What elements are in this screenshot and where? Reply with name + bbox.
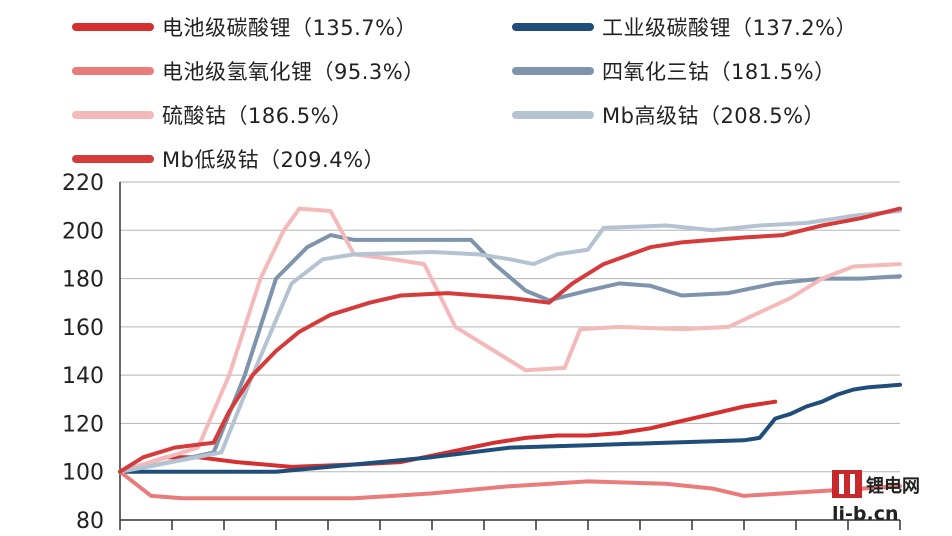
legend-swatch [512, 111, 594, 119]
legend-swatch [72, 67, 154, 75]
series-line-4 [118, 206, 902, 474]
legend-label: 电池级氢氧化锂（95.3%） [162, 60, 425, 84]
legend-label: 硫酸钴（186.5%） [162, 104, 353, 128]
legend-swatch [512, 23, 594, 31]
series-line-1 [118, 382, 902, 474]
legend-label: 工业级碳酸锂（137.2%） [602, 16, 858, 40]
y-tick-label: 80 [76, 509, 104, 534]
series-line-6 [118, 206, 902, 474]
legend-item: Mb高级钴（208.5%） [512, 100, 825, 130]
legend-label: Mb低级钴（209.4%） [162, 148, 386, 172]
y-tick-label: 220 [62, 171, 104, 196]
legend-item: 电池级氢氧化锂（95.3%） [72, 56, 425, 86]
legend-item: 硫酸钴（186.5%） [72, 100, 353, 130]
y-tick-label: 180 [62, 268, 104, 293]
y-tick-label: 100 [62, 461, 104, 486]
legend-label: 四氧化三钴（181.5%） [602, 60, 836, 84]
legend-item: 工业级碳酸锂（137.2%） [512, 12, 857, 42]
legend-label: 电池级碳酸锂（135.7%） [162, 16, 418, 40]
legend-swatch [512, 67, 594, 75]
watermark-name: 锂电网 [866, 475, 920, 497]
series-line-5 [118, 209, 902, 474]
legend: 电池级碳酸锂（135.7%） 工业级碳酸锂（137.2%） 电池级氢氧化锂（95.3… [0, 0, 952, 175]
y-tick-label: 200 [62, 219, 104, 244]
watermark-logo-icon [832, 470, 862, 498]
watermark: 锂电网 li-b.cn [830, 462, 950, 532]
y-tick-label: 140 [62, 364, 104, 389]
y-tick-label: 160 [62, 316, 104, 341]
legend-swatch [72, 111, 154, 119]
legend-item: Mb低级钴（209.4%） [72, 144, 385, 174]
legend-item: 电池级碳酸锂（135.7%） [72, 12, 417, 42]
watermark-url: li-b.cn [832, 503, 899, 525]
legend-swatch [72, 23, 154, 31]
legend-label: Mb高级钴（208.5%） [602, 104, 826, 128]
y-tick-label: 120 [62, 412, 104, 437]
legend-swatch [72, 155, 154, 163]
series-line-2 [118, 469, 902, 501]
legend-item: 四氧化三钴（181.5%） [512, 56, 836, 86]
series-line-3 [118, 233, 902, 474]
